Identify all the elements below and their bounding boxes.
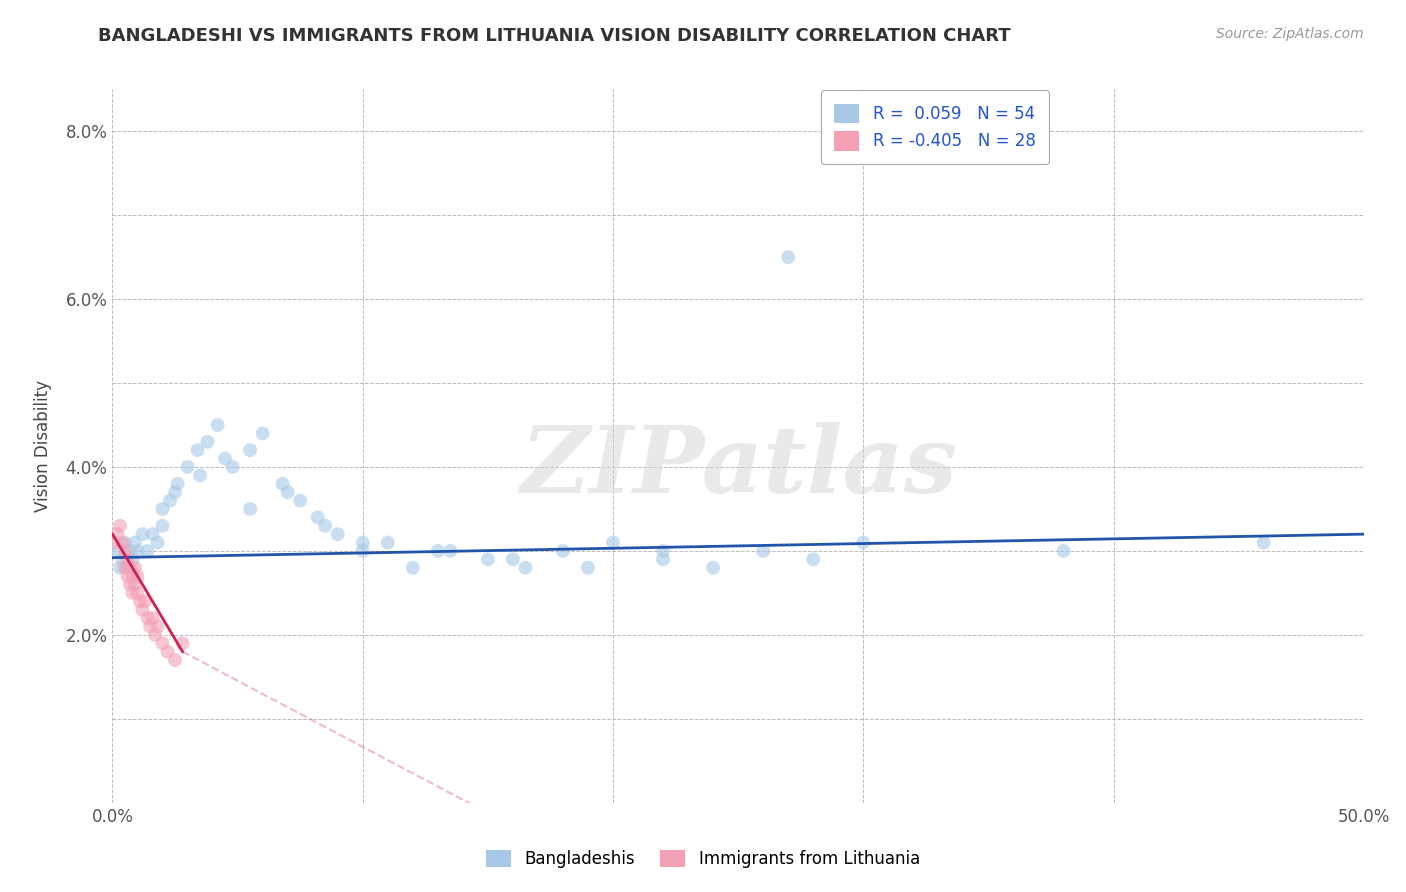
Point [239, 443, 262, 458]
Point [124, 535, 146, 549]
Point [652, 544, 675, 558]
Point [127, 569, 149, 583]
Point [197, 434, 219, 449]
Point [176, 460, 198, 475]
Point [121, 569, 143, 583]
Point [172, 636, 194, 650]
Point [152, 518, 174, 533]
Point [104, 535, 127, 549]
Point [114, 544, 136, 558]
Point [114, 560, 136, 574]
Point [121, 586, 143, 600]
Point [111, 535, 134, 549]
Point [152, 636, 174, 650]
Point [108, 518, 131, 533]
Point [439, 544, 461, 558]
Point [124, 560, 146, 574]
Point [107, 544, 129, 558]
Point [221, 460, 243, 475]
Point [477, 552, 499, 566]
Legend: Bangladeshis, Immigrants from Lithuania: Bangladeshis, Immigrants from Lithuania [479, 843, 927, 875]
Point [118, 577, 141, 591]
Point [156, 645, 179, 659]
Point [702, 560, 724, 574]
Point [117, 569, 139, 583]
Point [1253, 535, 1275, 549]
Point [314, 518, 336, 533]
Point [377, 535, 399, 549]
Point [576, 560, 599, 574]
Legend: R =  0.059   N = 54, R = -0.405   N = 28: R = 0.059 N = 54, R = -0.405 N = 28 [821, 90, 1049, 164]
Point [127, 544, 149, 558]
Point [117, 552, 139, 566]
Point [111, 552, 134, 566]
Point [252, 426, 274, 441]
Point [801, 552, 824, 566]
Point [290, 493, 312, 508]
Point [136, 544, 159, 558]
Point [118, 560, 141, 574]
Point [163, 653, 186, 667]
Point [136, 611, 159, 625]
Point [127, 586, 149, 600]
Point [146, 619, 169, 633]
Point [402, 560, 425, 574]
Point [752, 544, 775, 558]
Y-axis label: Vision Disability: Vision Disability [34, 380, 52, 512]
Point [426, 544, 449, 558]
Point [121, 552, 143, 566]
Point [271, 476, 294, 491]
Text: ZIPatlas: ZIPatlas [520, 423, 956, 512]
Point [129, 594, 152, 608]
Point [114, 535, 136, 549]
Point [778, 250, 800, 264]
Point [117, 560, 139, 574]
Point [239, 502, 262, 516]
Point [131, 603, 153, 617]
Point [307, 510, 329, 524]
Point [141, 527, 163, 541]
Point [1052, 544, 1074, 558]
Point [163, 485, 186, 500]
Text: BANGLADESHI VS IMMIGRANTS FROM LITHUANIA VISION DISABILITY CORRELATION CHART: BANGLADESHI VS IMMIGRANTS FROM LITHUANIA… [98, 27, 1011, 45]
Point [159, 493, 181, 508]
Point [134, 594, 156, 608]
Point [118, 544, 141, 558]
Point [502, 552, 524, 566]
Point [107, 527, 129, 541]
Point [188, 468, 211, 483]
Point [214, 451, 236, 466]
Point [124, 577, 146, 591]
Point [352, 535, 374, 549]
Point [146, 535, 169, 549]
Point [352, 544, 374, 558]
Point [143, 628, 166, 642]
Point [131, 527, 153, 541]
Point [852, 535, 875, 549]
Point [551, 544, 574, 558]
Point [152, 502, 174, 516]
Point [141, 611, 163, 625]
Point [166, 476, 188, 491]
Point [652, 552, 675, 566]
Point [207, 417, 229, 432]
Point [602, 535, 624, 549]
Point [515, 560, 537, 574]
Point [277, 485, 299, 500]
Point [108, 560, 131, 574]
Point [326, 527, 349, 541]
Point [187, 443, 209, 458]
Text: Source: ZipAtlas.com: Source: ZipAtlas.com [1216, 27, 1364, 41]
Point [139, 619, 162, 633]
